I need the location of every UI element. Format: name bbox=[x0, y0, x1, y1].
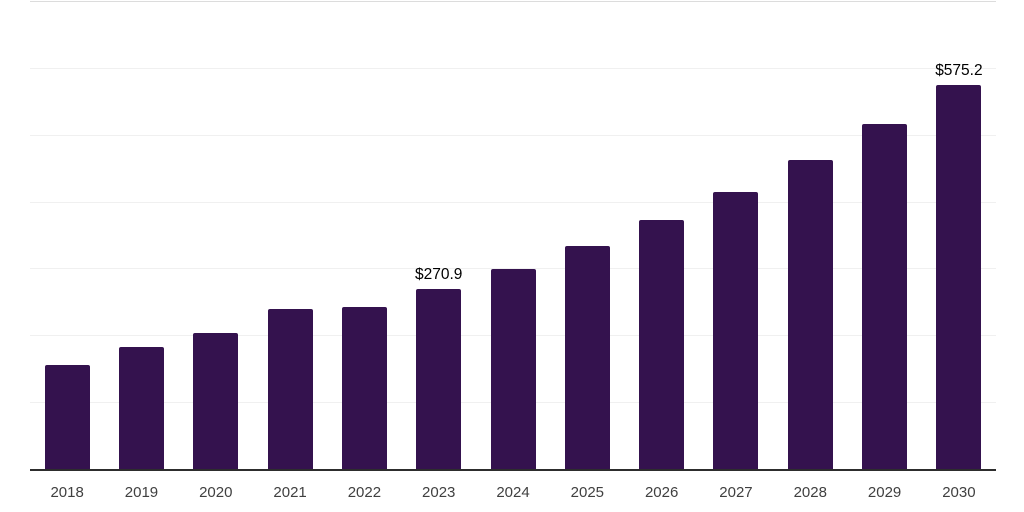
bar-2026 bbox=[639, 220, 685, 470]
x-tick-2027: 2027 bbox=[719, 484, 753, 501]
gridline-700 bbox=[30, 1, 996, 2]
x-tick-2023: 2023 bbox=[422, 484, 456, 501]
bar-slot-2018 bbox=[30, 2, 104, 470]
x-tick-2028: 2028 bbox=[793, 484, 827, 501]
x-tick-2021: 2021 bbox=[273, 484, 307, 501]
bar-slot-2028 bbox=[773, 2, 847, 470]
bar-slot-2025 bbox=[550, 2, 624, 470]
bar-2030 bbox=[936, 85, 982, 470]
x-axis-tick-labels: 2018 2019 2020 2021 2022 2023 2024 2025 2026 2027… bbox=[30, 482, 996, 504]
bar-2028 bbox=[787, 160, 833, 470]
bar-slot-2019 bbox=[104, 2, 178, 470]
x-tick-2018: 2018 bbox=[50, 484, 84, 501]
x-tick-2025: 2025 bbox=[570, 484, 605, 501]
x-tick-2022: 2022 bbox=[347, 484, 382, 501]
value-label-2030: $575.2 bbox=[935, 62, 983, 80]
bar-2022 bbox=[341, 307, 387, 470]
bar-2025 bbox=[564, 246, 610, 470]
bar-slot-2022 bbox=[327, 2, 401, 470]
bar-2029 bbox=[862, 124, 908, 470]
bars-row: $270.9 $575.2 bbox=[30, 2, 996, 470]
plot-area: $270.9 $575.2 bbox=[30, 1, 996, 471]
bar-slot-2030: $575.2 bbox=[922, 2, 996, 470]
gridline-500 bbox=[30, 134, 996, 136]
bar-slot-2023: $270.9 bbox=[402, 2, 476, 470]
bar-slot-2026 bbox=[625, 2, 699, 470]
gridline-400 bbox=[30, 201, 996, 203]
bar-slot-2027 bbox=[699, 2, 773, 470]
gridline-600 bbox=[30, 67, 996, 69]
bar-2021 bbox=[267, 309, 313, 470]
x-tick-2019: 2019 bbox=[124, 484, 159, 501]
bar-slot-2021 bbox=[253, 2, 327, 470]
bar-slot-2029 bbox=[847, 2, 921, 470]
bar-2027 bbox=[713, 192, 759, 470]
x-tick-2024: 2024 bbox=[496, 484, 530, 501]
x-axis-line bbox=[30, 469, 996, 471]
x-tick-2020: 2020 bbox=[199, 484, 233, 501]
x-tick-2030: 2030 bbox=[942, 484, 976, 501]
bar-slot-2020 bbox=[179, 2, 253, 470]
x-tick-2029: 2029 bbox=[867, 484, 902, 501]
x-tick-2026: 2026 bbox=[644, 484, 679, 501]
bar-2023 bbox=[416, 288, 462, 470]
value-label-2023: $270.9 bbox=[415, 265, 463, 283]
bar-2019 bbox=[118, 347, 164, 470]
bar-2020 bbox=[193, 333, 239, 470]
bar-slot-2024 bbox=[476, 2, 550, 470]
bar-2024 bbox=[490, 268, 536, 470]
bar-2018 bbox=[44, 365, 90, 470]
